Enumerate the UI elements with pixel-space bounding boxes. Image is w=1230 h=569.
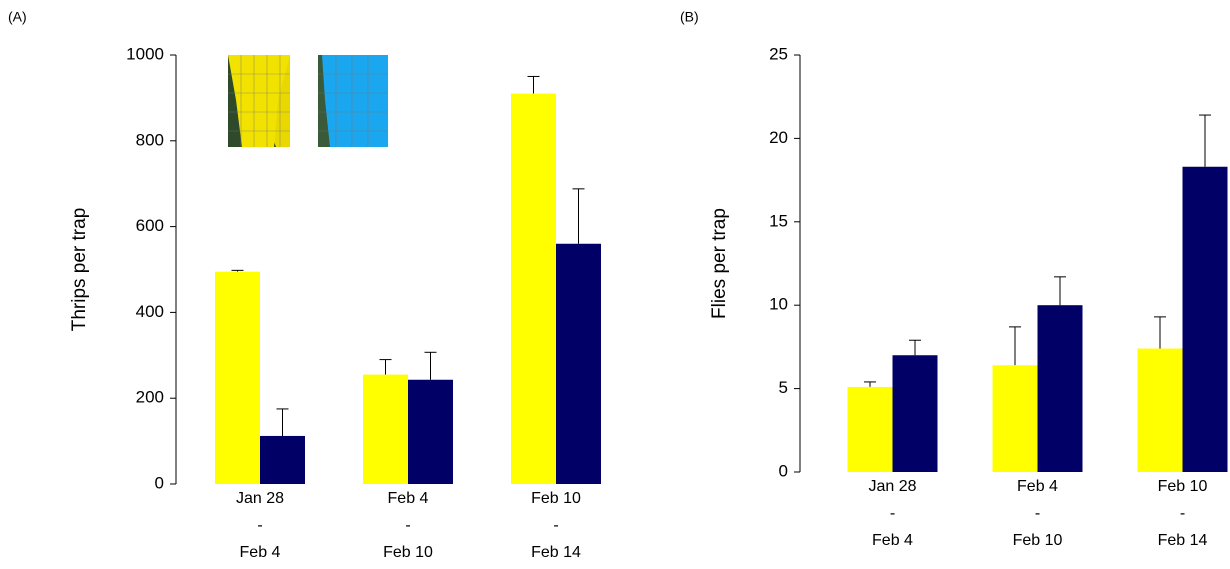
x-tick-label: - <box>257 517 262 534</box>
y-axis-label: Thrips per trap <box>69 208 90 332</box>
bar <box>993 365 1038 472</box>
y-tick-label: 20 <box>769 128 788 147</box>
bar <box>363 375 408 484</box>
y-axis-label: Flies per trap <box>709 208 730 319</box>
x-tick-label: - <box>405 517 410 534</box>
x-tick-label: - <box>890 505 895 522</box>
x-tick-label: Jan 28 <box>236 490 284 507</box>
x-tick-label: - <box>1035 505 1040 522</box>
blue-trap-sheet <box>322 55 388 147</box>
x-tick-label: Feb 10 <box>1013 532 1063 549</box>
x-tick-label: - <box>1180 505 1185 522</box>
bar <box>215 272 260 484</box>
trap-photos <box>228 55 388 147</box>
bar <box>408 380 453 484</box>
x-tick-label: Feb 4 <box>872 532 913 549</box>
panel-label: (B) <box>680 9 699 25</box>
y-tick-label: 15 <box>769 211 788 230</box>
panel-label: (A) <box>8 9 27 25</box>
x-tick-label: Feb 4 <box>240 544 281 561</box>
y-tick-label: 200 <box>136 388 164 407</box>
bar <box>1183 167 1228 472</box>
x-tick-label: Feb 4 <box>1017 478 1058 495</box>
x-tick-label: Feb 10 <box>1158 478 1208 495</box>
x-tick-label: Feb 10 <box>383 544 433 561</box>
x-tick-label: Feb 10 <box>531 490 581 507</box>
y-tick-label: 25 <box>769 44 788 63</box>
y-tick-label: 800 <box>136 130 164 149</box>
x-tick-label: Feb 4 <box>388 490 429 507</box>
y-tick-label: 600 <box>136 216 164 235</box>
y-tick-label: 10 <box>769 295 788 314</box>
x-tick-label: Jan 28 <box>868 478 916 495</box>
figure: (A)Thrips per trap02004006008001000Jan 2… <box>0 0 1230 569</box>
bar <box>556 244 601 484</box>
bar <box>1138 349 1183 472</box>
y-tick-label: 0 <box>155 473 164 492</box>
bar <box>848 387 893 472</box>
x-tick-label: Feb 14 <box>1158 532 1208 549</box>
bar <box>511 94 556 484</box>
y-tick-label: 5 <box>779 378 788 397</box>
y-tick-label: 1000 <box>126 44 164 63</box>
y-tick-label: 0 <box>779 461 788 480</box>
bar <box>893 355 938 472</box>
bar <box>260 436 305 484</box>
bar <box>1038 305 1083 472</box>
x-tick-label: Feb 14 <box>531 544 581 561</box>
y-tick-label: 400 <box>136 302 164 321</box>
x-tick-label: - <box>553 517 558 534</box>
